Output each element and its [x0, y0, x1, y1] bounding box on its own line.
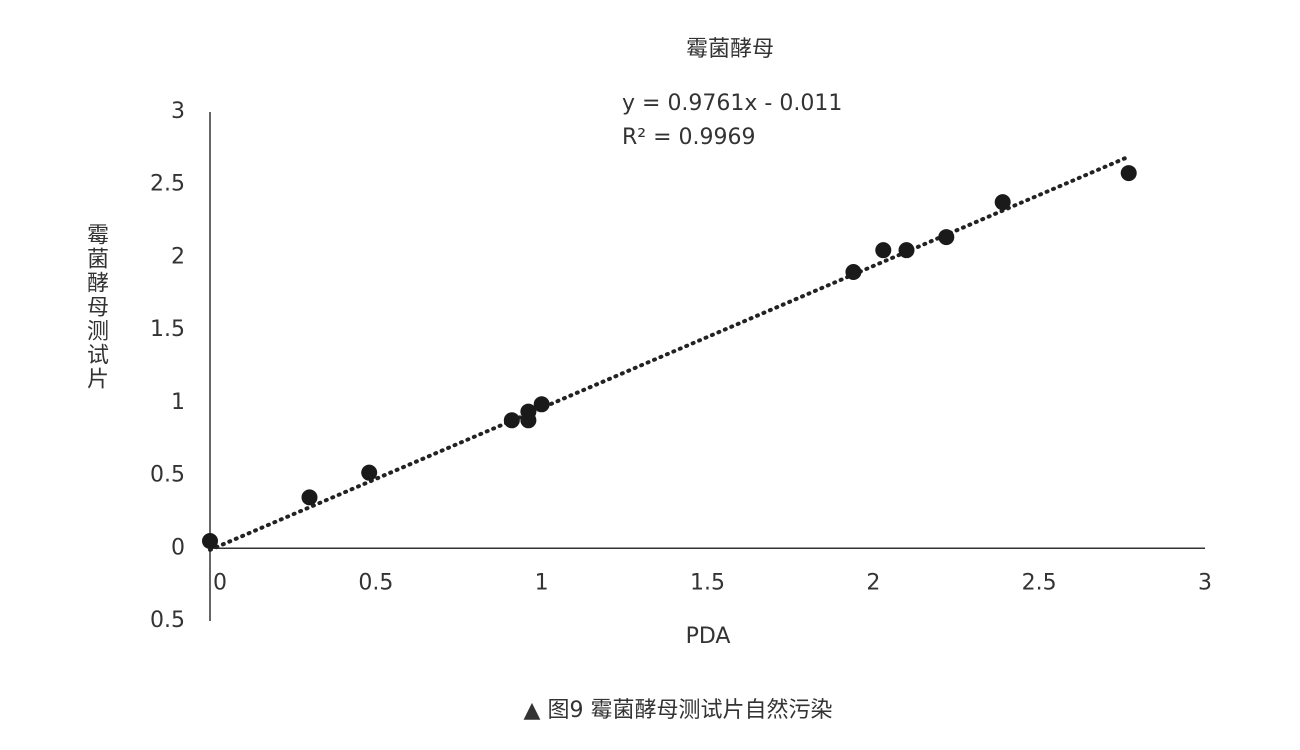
caption: ▲ 图9 霉菌酵母测试片自然污染	[524, 698, 833, 723]
x-tick-label: 2.5	[1022, 570, 1057, 595]
point	[301, 489, 318, 506]
x-tick-label: 3	[1198, 570, 1212, 595]
y-axis-label: 霉菌酵母测试片	[83, 223, 109, 391]
point	[520, 412, 537, 429]
x-axis-label: PDA	[686, 624, 731, 649]
point	[875, 242, 892, 259]
y-tick-label: 2	[171, 244, 185, 269]
x-tick-label: 1.5	[690, 570, 725, 595]
point	[503, 412, 520, 429]
x-tick-label: 1	[535, 570, 549, 595]
trendline-equation: y = 0.9761x - 0.011	[622, 91, 842, 116]
y-tick-label: 0.5	[150, 608, 185, 633]
x-tick-label: 2	[866, 570, 880, 595]
trendline-r2: R² = 0.9969	[622, 125, 756, 150]
point	[994, 194, 1011, 211]
point	[1120, 165, 1137, 182]
x-tick-label: 0	[213, 570, 227, 595]
trendline	[208, 154, 1131, 552]
point	[845, 263, 862, 280]
point	[361, 464, 378, 481]
x-tick-label: 0.5	[358, 570, 393, 595]
y-tick-label: 2.5	[150, 172, 185, 197]
y-tick-label: 1.5	[150, 317, 185, 342]
point	[898, 242, 915, 259]
point	[202, 533, 218, 550]
point	[938, 229, 955, 246]
y-tick-label: 3	[171, 99, 185, 124]
y-tick-label: 0	[171, 535, 185, 560]
point	[533, 396, 550, 413]
y-tick-label: 1	[171, 390, 185, 415]
chart-title: 霉菌酵母	[686, 37, 774, 62]
y-tick-label: 0.5	[150, 463, 185, 488]
